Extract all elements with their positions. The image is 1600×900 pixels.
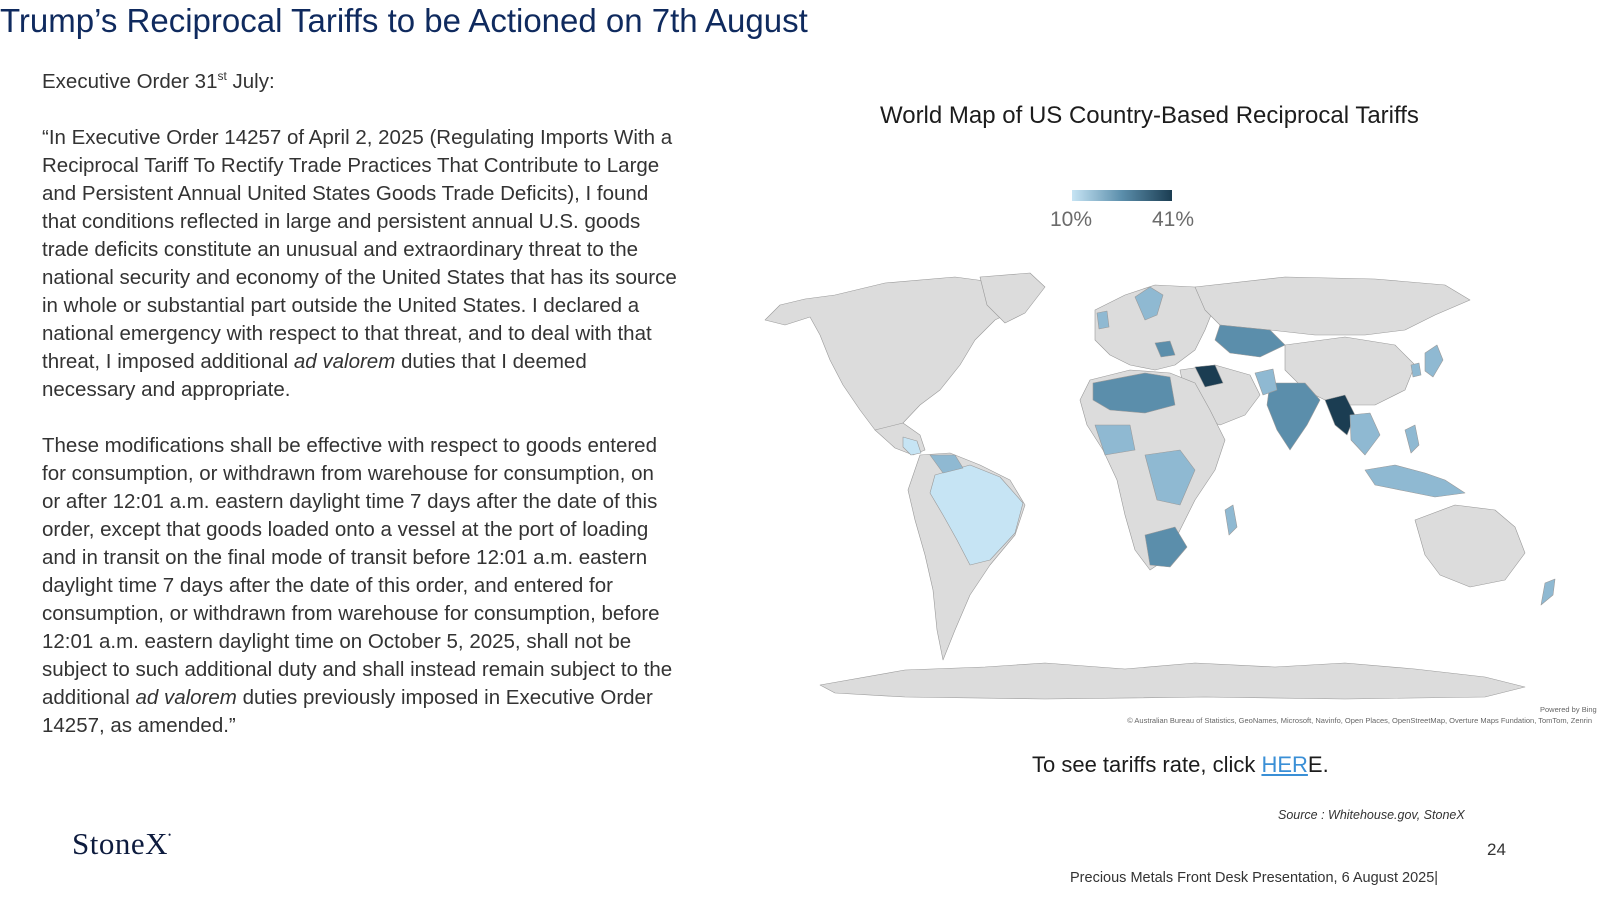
source-note: Source : Whitehouse.gov, StoneX [1278, 808, 1465, 822]
para2-text-a: These modifications shall be effective w… [42, 434, 673, 709]
southern-africa-tariff [1144, 526, 1188, 568]
pakistan-tariff [1254, 368, 1278, 396]
page-number: 24 [1487, 840, 1506, 859]
logo-text: StoneX [72, 826, 168, 861]
indonesia [1364, 464, 1466, 498]
new-zealand-tariff [1540, 578, 1556, 606]
antarctica [819, 662, 1526, 700]
slide-title: Trump’s Reciprocal Tariffs to be Actione… [0, 2, 808, 39]
para1-text-b: duties that I deemed necessary and appro… [42, 350, 587, 401]
para1-text-a: “In Executive Order 14257 of April 2, 20… [42, 126, 677, 373]
legend-gradient-bar [1072, 190, 1172, 201]
china [1284, 336, 1416, 406]
map-attribution: © Australian Bureau of Statistics, GeoNa… [1127, 716, 1592, 725]
greenland [979, 272, 1046, 324]
russia [1194, 276, 1471, 336]
uk-tariff [1096, 310, 1110, 330]
map-title: World Map of US Country-Based Reciprocal… [880, 102, 1419, 129]
madagascar-tariff [1224, 504, 1238, 536]
central-america-tariff [902, 436, 922, 456]
quote-paragraph-2: These modifications shall be effective w… [42, 432, 677, 740]
philippines [1404, 424, 1420, 454]
iraq-syria-tariff [1194, 364, 1224, 388]
north-africa-tariff [1092, 372, 1176, 414]
para2-text-b: duties previously imposed in Executive O… [42, 686, 653, 737]
india-region [1266, 382, 1321, 451]
world-tariff-map [764, 272, 1556, 700]
legend-min-label: 10% [1050, 208, 1093, 231]
heading-suffix: July: [226, 70, 275, 93]
kazakhstan [1214, 324, 1286, 358]
balkans-tariff [1154, 340, 1176, 358]
scandinavia-tariff [1134, 286, 1164, 321]
cta-text-end: E. [1307, 752, 1329, 777]
tariff-rate-cta: To see tariffs rate, click HERE. [1032, 752, 1329, 778]
cta-text: To see tariffs rate, click [1032, 752, 1262, 777]
brazil [929, 464, 1024, 566]
heading-prefix: Executive Order 31 [42, 70, 218, 93]
west-africa-tariff [1094, 424, 1136, 456]
para1-italic: ad valorem [293, 350, 396, 373]
venezuela-region [929, 454, 964, 474]
executive-order-text: Executive Order 31st July: “In Executive… [42, 68, 677, 740]
footer-text: Precious Metals Front Desk Presentation,… [1070, 870, 1439, 886]
korea-tariff [1410, 362, 1422, 378]
legend-max-label: 41% [1152, 208, 1195, 231]
para2-italic: ad valorem [135, 686, 237, 709]
executive-order-heading: Executive Order 31st July: [42, 68, 677, 96]
europe [1094, 284, 1216, 371]
japan-tariff [1424, 344, 1444, 378]
stonex-logo: StoneX• [72, 826, 172, 861]
australia [1414, 504, 1526, 588]
central-africa-tariff [1144, 449, 1196, 506]
quote-paragraph-1: “In Executive Order 14257 of April 2, 20… [42, 124, 677, 404]
southeast-asia [1349, 412, 1381, 456]
powered-by-bing: Powered by Bing [1540, 705, 1597, 714]
here-link[interactable]: HER [1261, 752, 1308, 777]
heading-superscript: st [217, 69, 227, 83]
